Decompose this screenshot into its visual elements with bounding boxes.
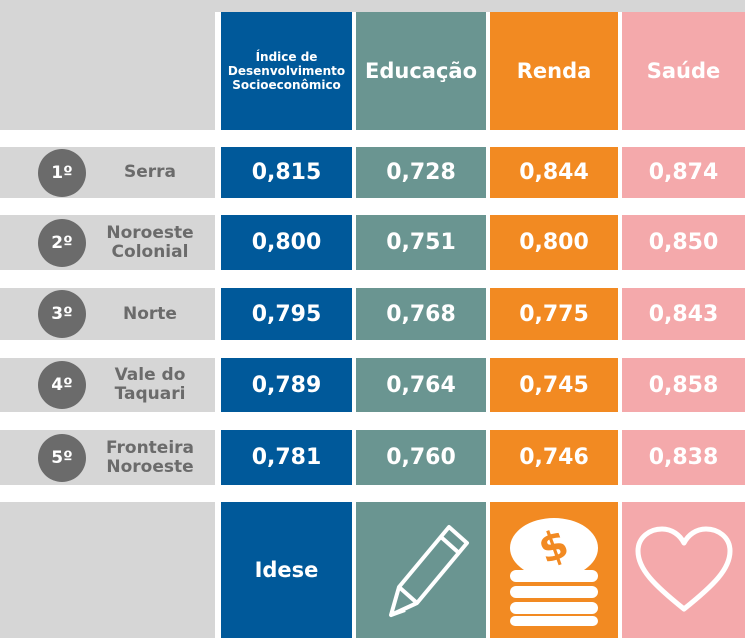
footer-icon-cell: [622, 502, 745, 638]
value-cell: 0,858: [622, 358, 745, 412]
value-cell: 0,760: [356, 430, 486, 485]
value-cell: 0,800: [221, 215, 352, 270]
rank-badge: 3º: [38, 290, 86, 338]
top-strip: [0, 0, 745, 12]
footer-label: Idese: [221, 502, 352, 638]
value-cell: 0,746: [490, 430, 618, 485]
value-cell: 0,800: [490, 215, 618, 270]
region-name: Vale do Taquari: [114, 365, 186, 404]
rank-badge: 2º: [38, 218, 86, 267]
value-cell: 0,751: [356, 215, 486, 270]
footer-icon-cell: $: [490, 502, 618, 638]
rank-badge: 4º: [38, 361, 86, 409]
row-label-cell: [0, 215, 215, 270]
value-cell: 0,728: [356, 147, 486, 198]
value-cell: 0,815: [221, 147, 352, 198]
value-cell: 0,843: [622, 288, 745, 340]
value-cell: 0,764: [356, 358, 486, 412]
corner-cell: [0, 12, 215, 130]
row-label-cell: [0, 430, 215, 485]
rank-badge: 1º: [38, 148, 86, 197]
footer-blank: [0, 502, 215, 638]
region-name: Serra: [123, 162, 176, 182]
region-name: Norte: [123, 303, 177, 324]
row-label-cell: [0, 288, 215, 340]
value-cell: 0,781: [221, 430, 352, 485]
column-header: Saúde: [622, 12, 745, 130]
value-cell: 0,745: [490, 358, 618, 412]
value-cell: 0,850: [622, 215, 745, 270]
row-label-cell: [0, 358, 215, 412]
value-cell: 0,768: [356, 288, 486, 340]
footer-icon-cell: [356, 502, 486, 638]
value-cell: 0,795: [221, 288, 352, 340]
column-header: Educação: [356, 12, 486, 130]
column-header: Índice de Desenvolvimento Socioeconômico: [221, 12, 352, 130]
region-name: Fronteira Noroeste: [105, 437, 195, 477]
value-cell: 0,844: [490, 147, 618, 198]
region-name: Noroeste Colonial: [106, 222, 194, 262]
value-cell: 0,789: [221, 358, 352, 412]
row-label-cell: [0, 147, 215, 198]
value-cell: 0,874: [622, 147, 745, 198]
rank-badge: 5º: [38, 433, 86, 482]
value-cell: 0,775: [490, 288, 618, 340]
column-header: Renda: [490, 12, 618, 130]
value-cell: 0,838: [622, 430, 745, 485]
